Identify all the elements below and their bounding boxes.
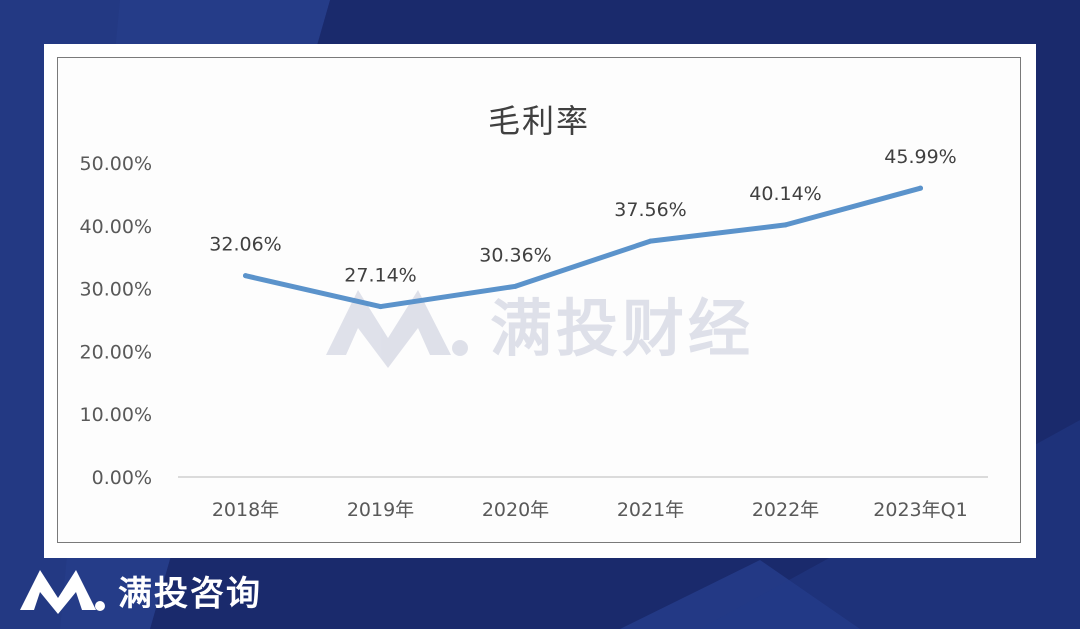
watermark: 满投财经 — [326, 290, 754, 368]
y-tick-label: 30.00% — [80, 279, 152, 301]
y-axis: 0.00% 10.00% 20.00% 30.00% 40.00% 50.00% — [80, 153, 152, 489]
watermark-logo-dot-icon — [452, 340, 468, 356]
x-tick-label: 2021年 — [617, 499, 684, 521]
x-tick-label: 2020年 — [482, 499, 549, 521]
data-label: 37.56% — [614, 199, 686, 221]
y-tick-label: 20.00% — [80, 341, 152, 363]
data-point — [783, 222, 788, 228]
y-tick-label: 50.00% — [80, 153, 152, 175]
data-point — [378, 304, 383, 310]
data-label: 30.36% — [479, 244, 551, 266]
x-axis: 2018年 2019年 2020年 2021年 2022年 2023年Q1 — [178, 476, 988, 521]
x-tick-label: 2019年 — [347, 499, 414, 521]
series-line — [243, 185, 923, 310]
data-point — [513, 283, 518, 289]
brand-logo-icon — [20, 570, 105, 614]
chart-card: 毛利率 满投财经 0.00% 10.00% 20.00% 30.00% 40.00% 50… — [44, 44, 1036, 558]
watermark-text: 满投财经 — [490, 292, 754, 365]
plot-area: 32.06% 27.14% 30.36% 37.56% 40.14% 45.99% — [209, 146, 957, 310]
y-tick-label: 10.00% — [80, 404, 152, 426]
x-tick-label: 2023年Q1 — [873, 499, 967, 521]
chart-title: 毛利率 — [487, 102, 590, 140]
x-tick-label: 2018年 — [212, 499, 279, 521]
y-tick-label: 0.00% — [92, 467, 152, 489]
data-label: 40.14% — [749, 183, 821, 205]
data-label: 45.99% — [884, 146, 956, 168]
x-tick-label: 2022年 — [752, 499, 819, 521]
data-point — [243, 273, 248, 279]
data-point — [648, 238, 653, 244]
chart-frame: 毛利率 满投财经 0.00% 10.00% 20.00% 30.00% 40.00% 50… — [57, 57, 1021, 543]
brand-text: 满投咨询 — [118, 573, 262, 614]
data-label: 27.14% — [344, 265, 416, 287]
footer-brand: 满投咨询 — [18, 560, 262, 620]
data-point — [918, 185, 923, 191]
data-label: 32.06% — [209, 234, 281, 256]
y-tick-label: 40.00% — [80, 216, 152, 238]
line-chart: 满投财经 0.00% 10.00% 20.00% 30.00% 40.00% 50.00%… — [80, 146, 988, 521]
watermark-logo-icon — [326, 290, 451, 368]
